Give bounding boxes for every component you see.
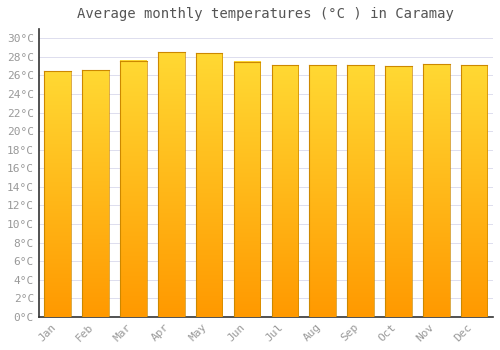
Title: Average monthly temperatures (°C ) in Caramay: Average monthly temperatures (°C ) in Ca… xyxy=(78,7,454,21)
